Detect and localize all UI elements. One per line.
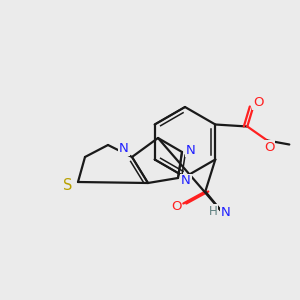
Text: O: O — [171, 200, 181, 213]
Text: O: O — [253, 96, 264, 109]
Text: N: N — [181, 175, 191, 188]
Text: H: H — [209, 205, 218, 218]
Text: S: S — [63, 178, 73, 194]
Text: N: N — [220, 206, 230, 219]
Text: N: N — [119, 142, 129, 155]
Text: N: N — [186, 143, 196, 157]
Text: O: O — [264, 141, 274, 154]
